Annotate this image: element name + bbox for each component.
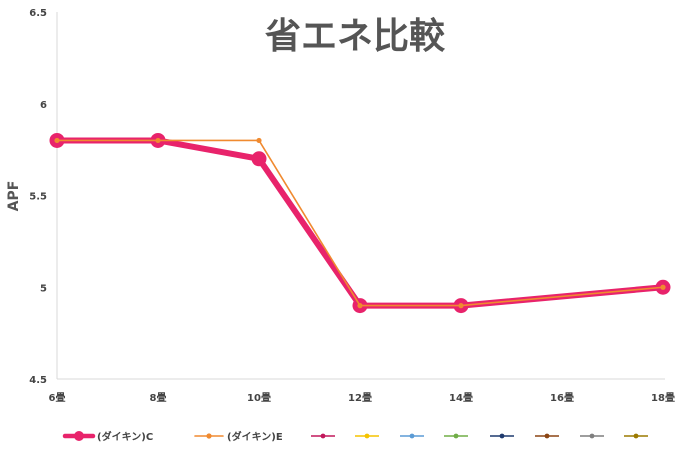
series-line [56, 139, 664, 307]
legend-marker [74, 431, 84, 441]
legend-marker [633, 433, 639, 439]
legend-marker [499, 433, 505, 439]
x-tick-label: 16畳 [550, 392, 574, 404]
legend-label: (ダイキン)E [227, 430, 283, 443]
y-tick-label: 5 [40, 283, 47, 294]
legend-marker [544, 433, 550, 439]
series-marker [458, 303, 464, 309]
x-tick-label: 14畳 [449, 392, 473, 404]
legend-marker [409, 433, 415, 439]
series-line [54, 137, 666, 309]
y-tick-label: 5.5 [29, 192, 47, 203]
legend-marker [589, 433, 595, 439]
legend-marker [206, 433, 212, 439]
series-marker [155, 137, 161, 144]
y-tick-label: 4.5 [29, 375, 47, 386]
x-tick-label: 6畳 [49, 392, 66, 404]
y-tick-label: 6 [40, 100, 47, 111]
axes: 4.5 5 5.5 6 6.5 6畳 8畳 10畳 12畳 14畳 16畳 18畳 [29, 8, 675, 404]
chart-title: 省エネ比較 [265, 16, 446, 57]
plot-area [49, 132, 671, 314]
y-tick-label: 6.5 [29, 8, 47, 19]
x-tick-label: 12畳 [348, 392, 372, 404]
legend-marker [364, 433, 370, 439]
legend-marker [453, 433, 459, 439]
x-tick-label: 8畳 [150, 392, 167, 404]
legend: (ダイキン)C (ダイキン)E [62, 430, 648, 443]
x-tick-label: 10畳 [247, 392, 271, 404]
series-marker [54, 137, 60, 144]
series-marker [251, 151, 267, 167]
series-marker [660, 284, 666, 290]
legend-marker [320, 433, 326, 439]
x-tick-label: 18畳 [651, 392, 675, 404]
legend-label: (ダイキン)C [97, 430, 153, 443]
y-axis-label: APF [6, 181, 22, 212]
series-marker [357, 303, 363, 309]
series-marker [256, 137, 262, 144]
